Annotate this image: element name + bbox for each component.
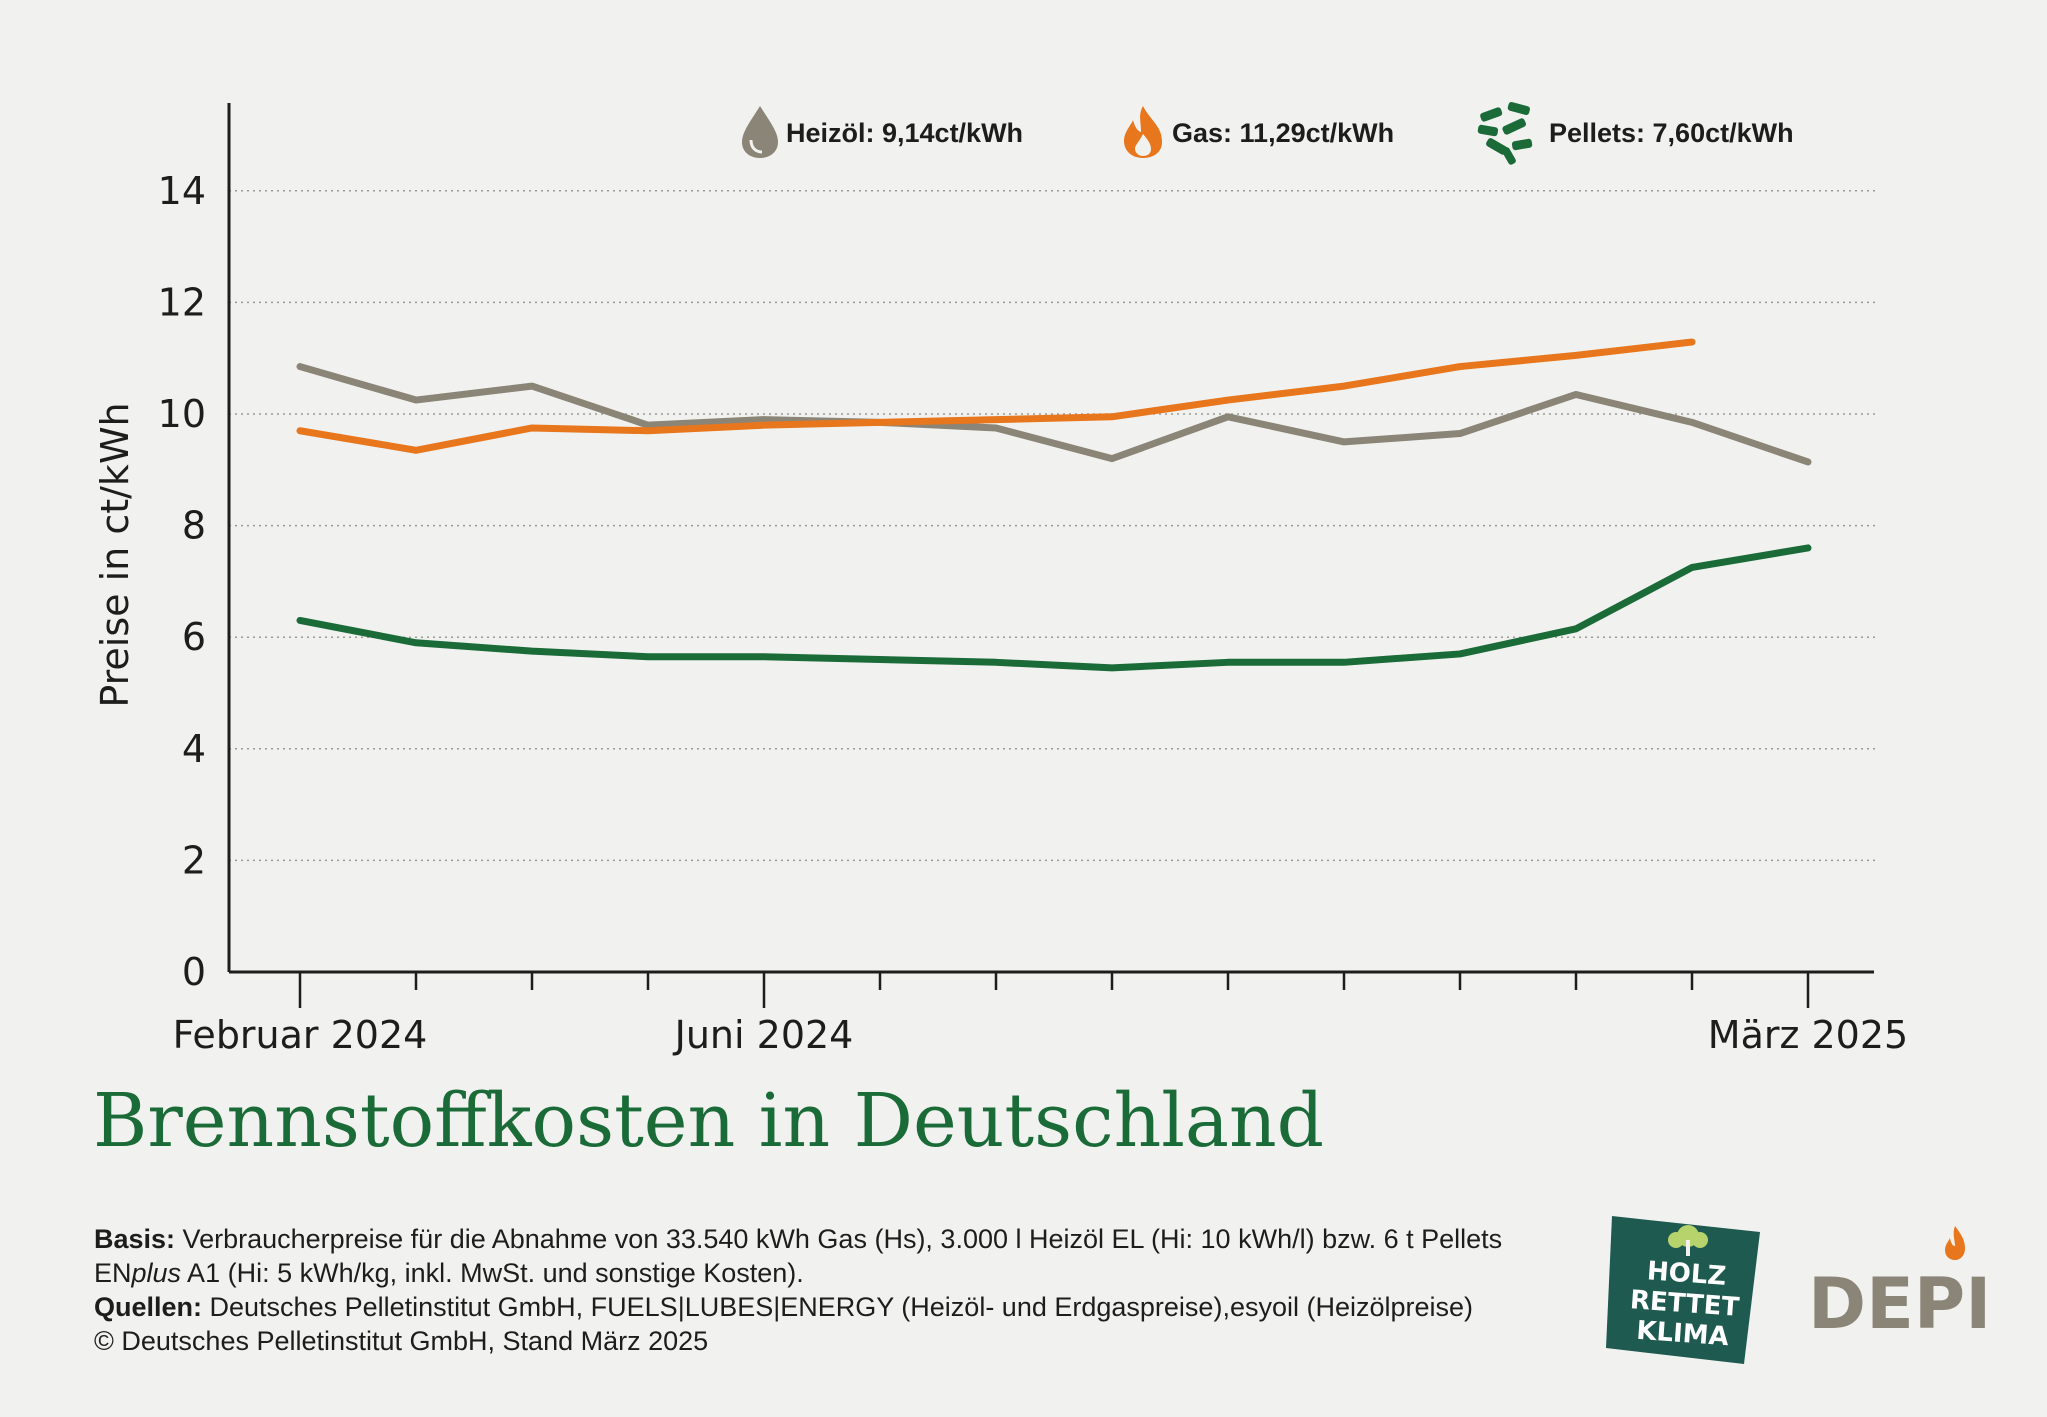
basis-line-1: Basis: Verbraucherpreise für die Abnahme…	[94, 1222, 1574, 1256]
y-tick-labels: 0 2 4 6 8 10 12 14	[158, 169, 206, 994]
oil-drop-icon	[742, 106, 778, 158]
flame-icon	[1124, 106, 1162, 158]
y-tick-label: 0	[182, 950, 206, 994]
sources-text: Deutsches Pelletinstitut GmbH, FUELS|LUB…	[202, 1292, 1474, 1322]
y-tick-label: 6	[182, 615, 206, 659]
legend-label-gas: Gas: 11,29ct/kWh	[1172, 118, 1394, 148]
copyright-line: © Deutsches Pelletinstitut GmbH, Stand M…	[94, 1326, 709, 1356]
y-tick-label: 8	[182, 504, 206, 548]
holz-rettet-klima-logo: HOLZ RETTET KLIMA	[1606, 1216, 1760, 1364]
y-tick-label: 14	[158, 169, 206, 213]
x-ticks: Februar 2024 Juni 2024 März 2025	[173, 972, 1908, 1057]
oil-drop-highlight	[749, 139, 763, 154]
basis-text-2c: A1 (Hi: 5 kWh/kg, inkl. MwSt. und sonsti…	[181, 1258, 804, 1288]
series-line-heizl	[296, 363, 1812, 466]
gridlines	[229, 190, 1878, 862]
basis-text-1: Verbraucherpreise für die Abnahme von 33…	[175, 1224, 1503, 1254]
tree-icon	[1668, 1225, 1708, 1256]
y-tick-label: 2	[182, 838, 206, 882]
basis-label: Basis:	[94, 1224, 176, 1254]
legend-label-heizoel: Heizöl: 9,14ct/kWh	[786, 118, 1023, 148]
pellets-icon	[1477, 101, 1533, 165]
legend-item-gas: Gas: 11,29ct/kWh	[1124, 106, 1394, 158]
sources-label: Quellen:	[94, 1292, 203, 1322]
legend: Heizöl: 9,14ct/kWh Gas: 11,29ct/kWh Pell…	[742, 101, 1794, 165]
footnotes: Basis: Verbraucherpreise für die Abnahme…	[94, 1222, 1574, 1358]
x-tick-label: Februar 2024	[173, 1013, 428, 1057]
basis-text-2a: EN	[94, 1258, 132, 1288]
depi-logo: DEPI	[1808, 1226, 1985, 1340]
y-tick-label: 4	[182, 727, 206, 771]
logo-line-3: KLIMA	[1635, 1316, 1729, 1352]
basis-line-2: ENplus A1 (Hi: 5 kWh/kg, inkl. MwSt. und…	[94, 1256, 1574, 1290]
x-tick-label: Juni 2024	[673, 1013, 854, 1057]
legend-label-pellets: Pellets: 7,60ct/kWh	[1549, 118, 1794, 148]
series-line-gas	[296, 338, 1696, 454]
depi-wordmark: DEPI	[1808, 1263, 1985, 1340]
y-tick-label: 10	[158, 392, 206, 436]
sources-line: Quellen: Deutsches Pelletinstitut GmbH, …	[94, 1290, 1574, 1324]
logo-line-1: HOLZ	[1646, 1256, 1727, 1291]
legend-item-pellets: Pellets: 7,60ct/kWh	[1477, 101, 1794, 165]
x-tick-label: März 2025	[1708, 1013, 1908, 1057]
basis-text-2b: plus	[131, 1258, 182, 1288]
chart-title: Brennstoffkosten in Deutschland	[93, 1078, 1325, 1164]
series-lines	[296, 338, 1812, 672]
series-line-pellets	[296, 544, 1812, 672]
y-tick-label: 12	[158, 280, 206, 324]
logo-badge	[1606, 1216, 1760, 1364]
y-axis-title: Preise in ct/kWh	[93, 402, 137, 707]
depi-flame-icon	[1945, 1226, 1965, 1260]
axes	[227, 103, 1874, 974]
flame-inner	[1135, 134, 1151, 156]
legend-item-heizoel: Heizöl: 9,14ct/kWh	[742, 106, 1023, 158]
